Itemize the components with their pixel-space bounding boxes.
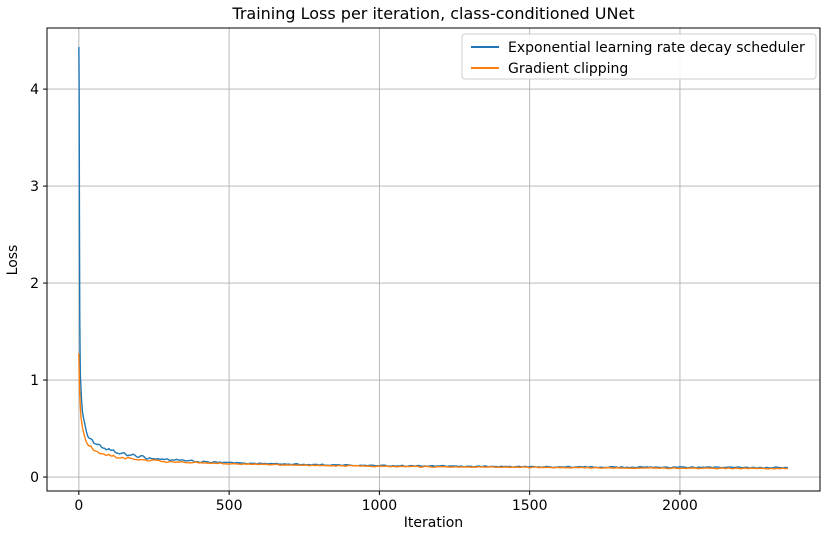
x-tick-label: 1500: [512, 498, 548, 514]
y-tick-label: 1: [30, 373, 39, 389]
tick-layer: 0 500 1000 1500 2000 0 1 2 3 4: [30, 82, 698, 514]
series-line-0: [78, 46, 788, 469]
series-line-1: [78, 353, 788, 470]
legend: Exponential learning rate decay schedule…: [461, 33, 817, 80]
x-tick-label: 500: [216, 498, 243, 514]
plot-border: [46, 27, 821, 492]
chart-title: Training Loss per iteration, class-condi…: [231, 4, 634, 23]
y-tick-label: 3: [30, 179, 39, 195]
y-tick-label: 2: [30, 276, 39, 292]
y-axis-label: Loss: [5, 245, 21, 276]
y-tick-label: 0: [30, 470, 39, 486]
y-tick-label: 4: [30, 82, 39, 98]
x-tick-label: 1000: [362, 498, 398, 514]
legend-frame: [461, 33, 817, 80]
legend-label-0: Exponential learning rate decay schedule…: [508, 40, 805, 56]
legend-label-1: Gradient clipping: [508, 61, 628, 77]
grid-layer: [47, 28, 820, 491]
x-tick-label: 2000: [662, 498, 698, 514]
x-axis-label: Iteration: [404, 515, 463, 531]
series-layer: [78, 46, 788, 470]
x-tick-label: 0: [74, 498, 83, 514]
